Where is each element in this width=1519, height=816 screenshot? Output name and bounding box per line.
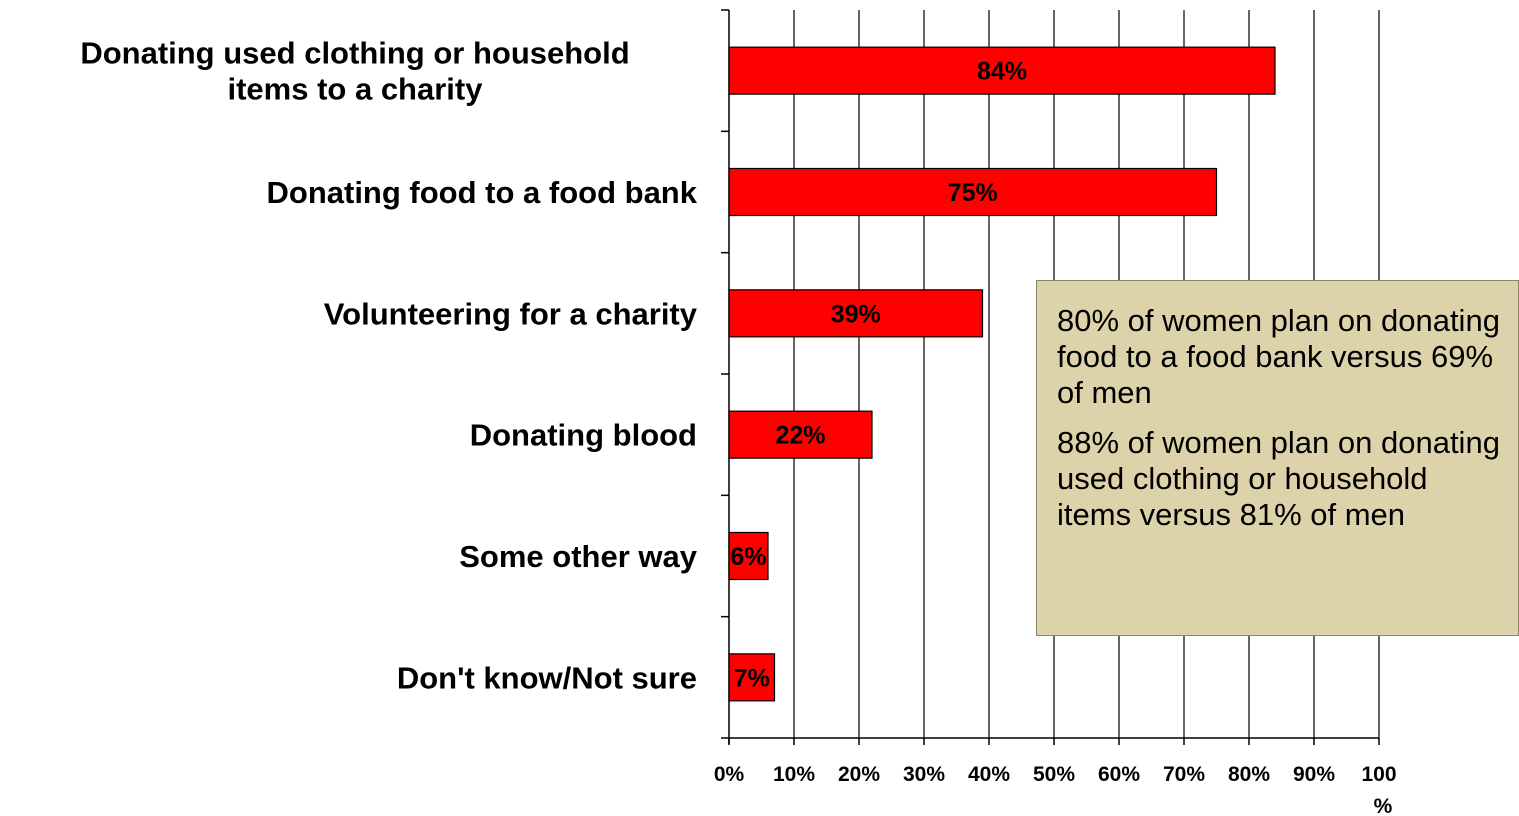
x-tick-label: 30% <box>903 763 945 786</box>
x-tick-label: 20% <box>838 763 880 786</box>
bar-value-label: 6% <box>730 543 766 571</box>
x-tick-label: 80% <box>1228 763 1270 786</box>
category-label: Donating blood <box>470 418 697 453</box>
bar-value-label: 84% <box>977 58 1027 86</box>
bar <box>728 46 1276 95</box>
x-tick-label: 70% <box>1163 763 1205 786</box>
x-tick-label: 0% <box>714 763 745 786</box>
x-tick-label: 40% <box>968 763 1010 786</box>
callout-paragraph-women-food: 80% of women plan on donating food to a … <box>1057 303 1500 410</box>
category-label: Volunteering for a charity <box>324 296 698 331</box>
bar-value-label: 75% <box>948 179 998 207</box>
bar <box>728 289 984 338</box>
callout-note: 80% of women plan on donating food to a … <box>1036 280 1519 636</box>
category-label: Donating food to a food bank <box>267 175 698 210</box>
bar <box>728 653 776 702</box>
bar-value-label: 7% <box>734 664 770 692</box>
x-tick-label: 10% <box>773 763 815 786</box>
x-tick-label: 50% <box>1033 763 1075 786</box>
category-label: Don't know/Not sure <box>397 660 697 695</box>
x-tick-label: 60% <box>1098 763 1140 786</box>
category-label: items to a charity <box>228 72 484 107</box>
bar <box>728 531 769 581</box>
x-tick-label-overflow: % <box>1374 795 1393 816</box>
x-tick-label: 90% <box>1293 763 1335 786</box>
bar <box>728 410 873 459</box>
category-label: Donating used clothing or household <box>80 36 629 71</box>
bar-value-label: 39% <box>831 300 881 328</box>
x-tick-label: 100 <box>1361 763 1396 786</box>
callout-paragraph-women-clothing: 88% of women plan on donating used cloth… <box>1057 425 1500 532</box>
bar-value-label: 22% <box>775 422 825 450</box>
category-label: Some other way <box>459 539 697 574</box>
bar <box>728 167 1218 217</box>
